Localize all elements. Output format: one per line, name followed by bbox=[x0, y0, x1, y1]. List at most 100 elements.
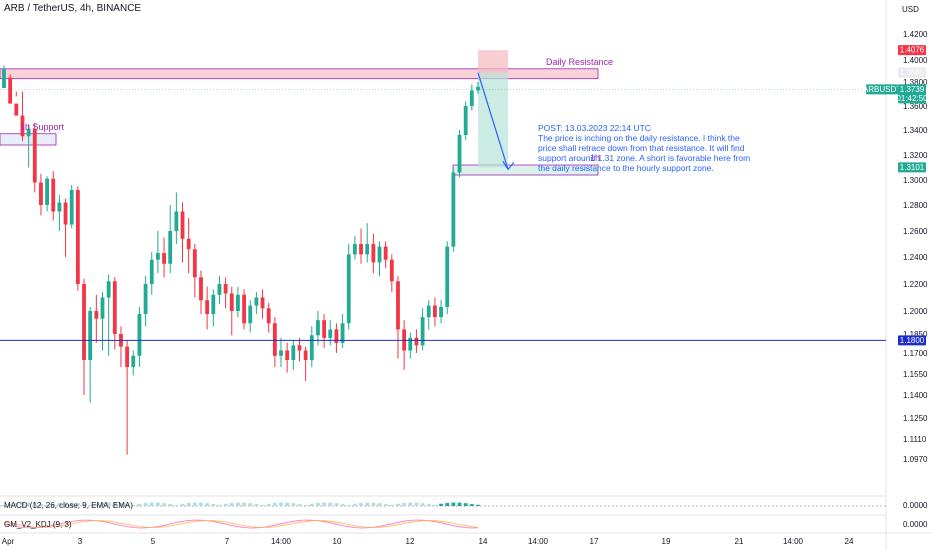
projection-arrow bbox=[477, 72, 509, 170]
candle-body bbox=[469, 90, 474, 106]
macd-bar bbox=[155, 502, 160, 506]
macd-bar bbox=[266, 503, 271, 506]
candle-body bbox=[168, 231, 173, 264]
x-tick-label: 14 bbox=[479, 537, 488, 546]
macd-bar bbox=[365, 502, 370, 506]
candle-body bbox=[463, 106, 468, 135]
candle-body bbox=[322, 320, 327, 338]
candle-body bbox=[420, 317, 425, 346]
candle-body bbox=[365, 244, 370, 255]
macd-bar bbox=[26, 502, 31, 506]
candle-body bbox=[75, 190, 80, 284]
macd-bar bbox=[451, 502, 456, 506]
candle-body bbox=[272, 323, 277, 356]
candle-body bbox=[180, 211, 185, 239]
x-tick-label: 5 bbox=[151, 537, 156, 546]
price-tag-bg bbox=[898, 93, 926, 104]
candle-body bbox=[39, 182, 43, 205]
post-line: POST: 13.03.2023 22:14 UTC bbox=[538, 123, 651, 133]
candle-body bbox=[63, 202, 68, 225]
y-tick-label: 1.2800 bbox=[903, 201, 928, 210]
candle-body bbox=[94, 311, 99, 319]
macd-bar bbox=[377, 503, 382, 506]
y-tick-label: 1.4000 bbox=[903, 56, 928, 65]
price-tag-bg bbox=[898, 84, 926, 95]
zone-small-label: 1h bbox=[590, 153, 600, 163]
macd-bar bbox=[414, 502, 419, 506]
macd-bar bbox=[137, 503, 142, 506]
y-tick-label: 1.1700 bbox=[903, 349, 928, 358]
candle-body bbox=[476, 86, 480, 91]
candle-body bbox=[26, 128, 31, 137]
indicator-panes: 0.0000 0.0000 bbox=[0, 501, 928, 529]
macd-bar bbox=[297, 504, 302, 506]
macd-bar bbox=[408, 502, 413, 506]
candle-body bbox=[279, 350, 283, 356]
candle-body bbox=[125, 346, 130, 367]
macd-bar bbox=[254, 504, 259, 506]
price-tag-label: ARBUSDT bbox=[863, 85, 901, 94]
macd-label[interactable]: MACD (12, 26, close, 9, EMA, EMA) bbox=[4, 501, 133, 510]
x-tick-label: 24 bbox=[845, 537, 854, 546]
candle-body bbox=[445, 246, 450, 307]
macd-bar bbox=[463, 503, 468, 506]
price-tag-bg bbox=[898, 162, 926, 173]
price-tag-label: 1.1800 bbox=[900, 336, 925, 345]
macd-bar bbox=[100, 503, 105, 506]
candle-body bbox=[149, 259, 154, 284]
candle-body bbox=[396, 281, 400, 330]
macd-bar bbox=[433, 504, 437, 506]
macd-bar bbox=[2, 505, 6, 506]
candle-body bbox=[106, 281, 111, 298]
macd-bar bbox=[57, 503, 62, 506]
macd-bar bbox=[359, 502, 363, 506]
candle-body bbox=[303, 350, 308, 360]
macd-bar bbox=[205, 503, 210, 506]
macd-bar bbox=[402, 502, 407, 506]
candle-body bbox=[205, 300, 210, 315]
candle-body bbox=[2, 68, 6, 88]
macd-bar bbox=[248, 503, 253, 506]
candle-body bbox=[45, 178, 49, 205]
macd-bar bbox=[39, 503, 43, 506]
macd-bar bbox=[82, 503, 86, 506]
y-tick-label: 1.1400 bbox=[903, 391, 928, 400]
resistance-label: Daily Resistance bbox=[546, 57, 613, 67]
y-tick-label: 1.2600 bbox=[903, 227, 928, 236]
macd-value: 0.0000 bbox=[903, 501, 928, 510]
macd-bar bbox=[192, 502, 197, 506]
y-tick-label: 1.1250 bbox=[903, 414, 928, 423]
x-tick-label: 14:00 bbox=[271, 537, 292, 546]
macd-bar bbox=[334, 503, 339, 506]
overlays: Daily Resistance 1h Support 1h bbox=[0, 57, 886, 341]
post-line: support around 1.31 zone. A short is fav… bbox=[538, 153, 751, 163]
candle-body bbox=[383, 246, 388, 260]
candle-body bbox=[155, 253, 160, 260]
macd-bar bbox=[352, 503, 357, 506]
x-tick-label: 19 bbox=[662, 537, 671, 546]
candle-body bbox=[260, 297, 265, 309]
candle-body bbox=[217, 284, 222, 295]
price-tag-bg bbox=[866, 84, 898, 95]
x-tick-label: 12 bbox=[406, 537, 415, 546]
x-tick-label: Apr bbox=[2, 537, 15, 546]
post-line: The price is inching on the daily resist… bbox=[538, 133, 740, 143]
candle-body bbox=[389, 259, 394, 282]
price-tag-bg bbox=[898, 67, 926, 78]
macd-bar bbox=[439, 503, 443, 506]
macd-bar bbox=[322, 502, 327, 506]
macd-bar bbox=[186, 502, 191, 506]
zones bbox=[0, 50, 599, 176]
macd-bar bbox=[426, 504, 431, 506]
macd-bar bbox=[279, 502, 283, 506]
candle-body bbox=[328, 329, 333, 338]
y-tick-label: 1.1550 bbox=[903, 370, 928, 379]
macd-bar bbox=[125, 503, 130, 506]
kdj-label[interactable]: GM_V2_KDJ (9, 3) bbox=[4, 520, 72, 529]
y-tick-label: 1.3200 bbox=[903, 151, 928, 160]
candle-body bbox=[82, 284, 86, 360]
macd-bar bbox=[45, 504, 49, 506]
stop-zone bbox=[478, 50, 508, 73]
